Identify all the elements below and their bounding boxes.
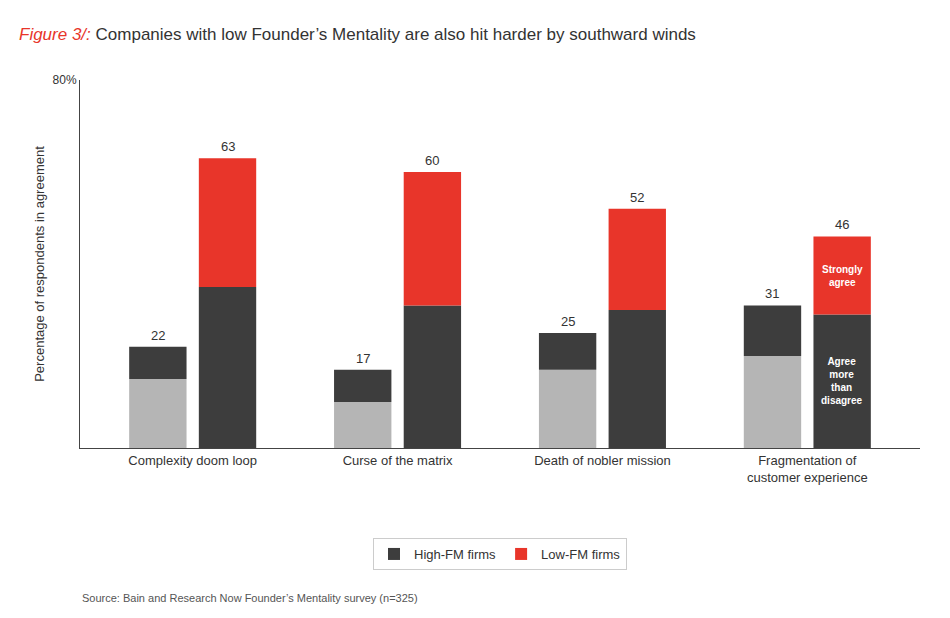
- svg-text:Agreemorethandisagree: Agreemorethandisagree: [821, 356, 863, 406]
- svg-text:Fragmentation ofcustomer exper: Fragmentation ofcustomer experience: [747, 453, 868, 485]
- svg-text:Stronglyagree: Stronglyagree: [822, 264, 863, 288]
- svg-text:80%: 80%: [53, 73, 77, 87]
- svg-text:High-FM firms: High-FM firms: [414, 547, 496, 562]
- svg-text:63: 63: [221, 139, 235, 154]
- svg-text:Figure 3/: Companies with low: Figure 3/: Companies with low Founder’s …: [19, 25, 696, 44]
- svg-text:Percentage of respondents in a: Percentage of respondents in agreement: [32, 146, 47, 382]
- svg-text:52: 52: [630, 190, 644, 205]
- svg-text:17: 17: [356, 351, 370, 366]
- svg-text:Curse of the matrix: Curse of the matrix: [343, 453, 453, 468]
- svg-text:Death of nobler mission: Death of nobler mission: [534, 453, 671, 468]
- svg-text:Complexity doom loop: Complexity doom loop: [128, 453, 257, 468]
- svg-text:22: 22: [151, 328, 165, 343]
- svg-text:60: 60: [425, 153, 439, 168]
- svg-text:25: 25: [561, 314, 575, 329]
- svg-text:Source: Bain and Research Now: Source: Bain and Research Now Founder’s …: [82, 592, 418, 604]
- svg-text:31: 31: [765, 286, 779, 301]
- svg-text:Low-FM firms: Low-FM firms: [541, 547, 620, 562]
- svg-text:46: 46: [835, 217, 849, 232]
